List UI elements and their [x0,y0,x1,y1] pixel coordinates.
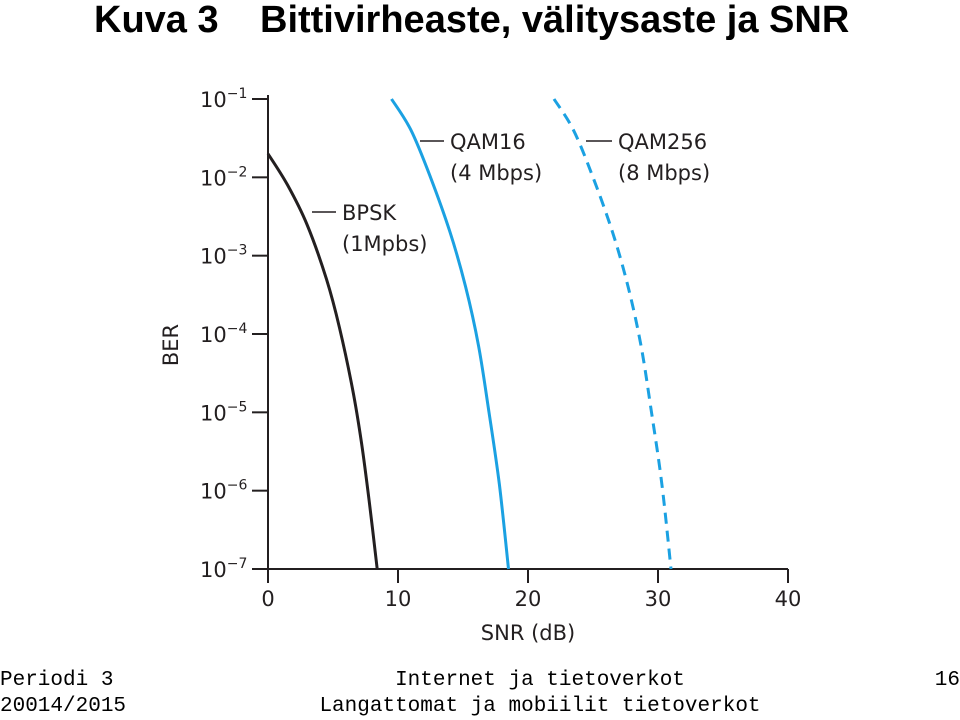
x-tick-label: 20 [515,587,542,611]
footer-course: Internet ja tietoverkot Langattomat ja m… [310,668,770,720]
series-line-bpsk [266,152,379,570]
y-tick-label: 10−2 [200,164,247,190]
x-tick-label: 40 [775,587,802,611]
series-label: BPSK [342,201,397,225]
x-axis-title: SNR (dB) [481,621,575,645]
footer-year-line: 20014/2015 [0,695,127,718]
x-tick-label: 0 [261,587,274,611]
series-line-qam256 [552,98,673,570]
series-label: (4 Mbps) [450,161,542,185]
y-tick-label: 10−1 [200,86,247,112]
series-label: (8 Mbps) [618,161,710,185]
footer-course-name: Internet ja tietoverkot [395,669,685,692]
y-tick-label: 10−3 [200,243,247,269]
ber-snr-chart: 10−1 10−2 10−3 10−4 10−5 10−6 10−7 0 10 20 30 40 SN… [159,86,802,645]
y-tick-label: 10−7 [200,556,247,582]
footer-page: 16 [935,668,960,694]
y-tick-label: 10−5 [200,399,247,425]
page-number: 16 [934,669,960,692]
y-tick-label: 10−4 [200,321,247,347]
slide-title: Kuva 3 Bittivirheaste, välitysaste ja SNR [94,0,849,42]
y-axis-title: BER [159,324,183,366]
series-label: QAM256 [618,130,707,154]
x-tick-label: 30 [645,587,672,611]
series-label: QAM16 [450,130,526,154]
series-line-qam16 [390,98,510,570]
y-tick-label: 10−6 [200,478,247,504]
figure-number: Kuva 3 [94,0,219,41]
series-label: (1Mpbs) [342,232,427,256]
footer-period: Periodi 3 20014/2015 [0,668,126,720]
x-tick-label: 10 [385,587,412,611]
footer-period-line: Periodi 3 [0,669,114,692]
footer-lecture-name: Langattomat ja mobiilit tietoverkot [319,695,761,718]
figure-title: Bittivirheaste, välitysaste ja SNR [260,0,850,41]
